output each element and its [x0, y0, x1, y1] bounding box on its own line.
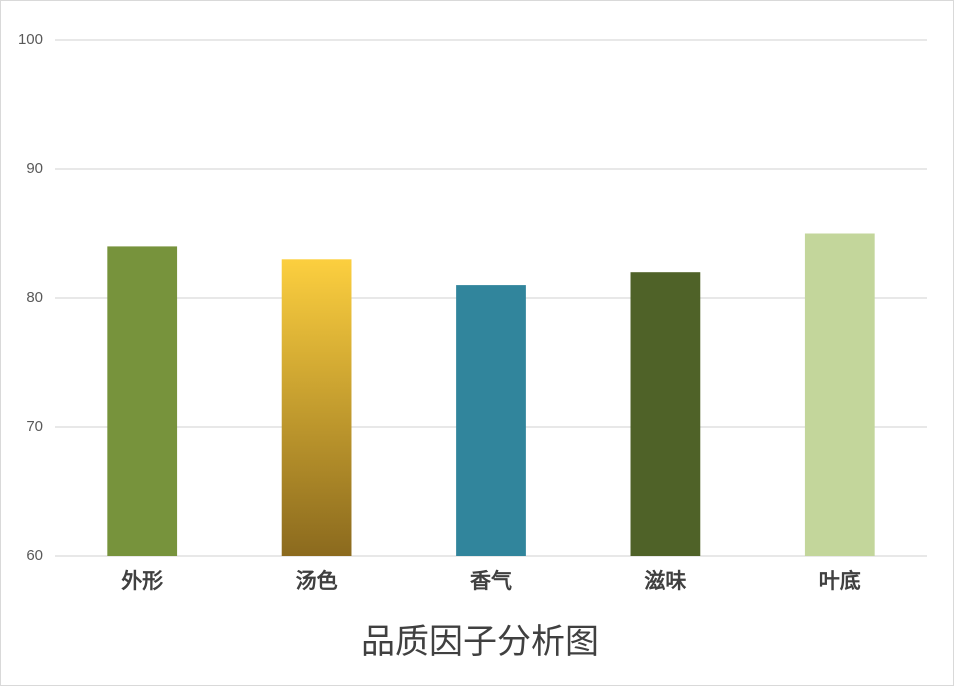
- chart-title: 品质因子分析图: [361, 623, 599, 661]
- y-tick-label: 60: [26, 547, 43, 564]
- x-tick-label: 香气: [470, 569, 512, 593]
- y-tick-label: 90: [26, 160, 43, 177]
- x-tick-label: 汤色: [296, 569, 338, 593]
- y-tick-label: 100: [18, 31, 43, 48]
- bar: [281, 259, 352, 556]
- y-tick-label: 70: [26, 418, 43, 435]
- bar: [456, 285, 526, 556]
- y-tick-label: 80: [26, 289, 43, 306]
- x-tick-label: 叶底: [819, 569, 861, 593]
- bar: [630, 272, 701, 556]
- bar: [804, 233, 875, 556]
- x-tick-label: 外形: [121, 569, 163, 593]
- bar: [107, 246, 178, 556]
- x-tick-label: 滋味: [644, 569, 686, 593]
